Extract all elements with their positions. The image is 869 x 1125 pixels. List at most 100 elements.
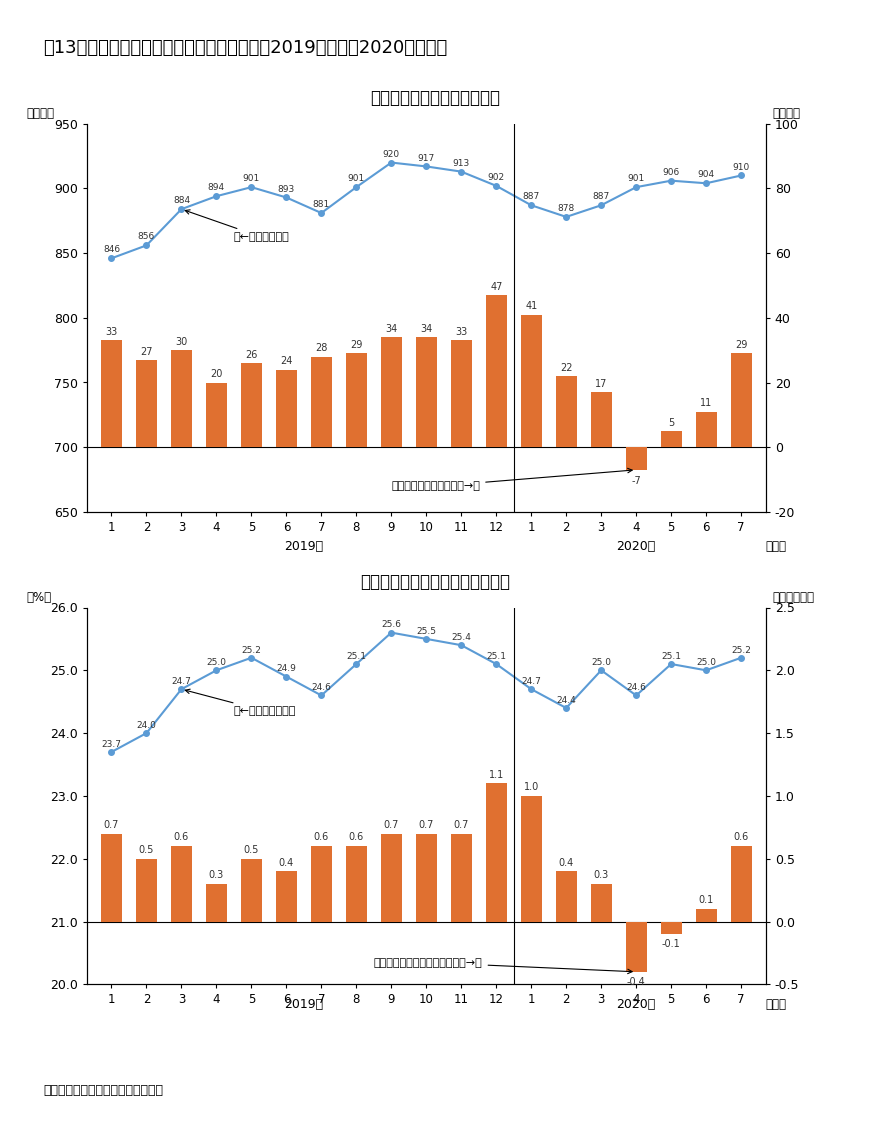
Text: 0.7: 0.7 [383,820,399,830]
Bar [101,341,122,447]
Bar [521,315,541,447]
Text: （万人）: （万人） [26,107,54,120]
Text: 881: 881 [312,200,329,209]
Text: 24.6: 24.6 [311,683,331,692]
Bar [170,350,192,447]
Text: 25.4: 25.4 [451,633,471,642]
Bar [485,783,506,921]
Text: 33: 33 [105,327,117,338]
Text: 0.4: 0.4 [558,857,574,867]
Text: （万人）: （万人） [772,107,799,120]
Text: 30: 30 [176,336,188,346]
Text: 34: 34 [385,324,397,334]
Text: 11: 11 [700,398,712,408]
Text: 33: 33 [454,327,467,338]
Bar [346,353,367,447]
Bar [101,834,122,921]
Bar [310,357,331,447]
Text: 34: 34 [420,324,432,334]
Text: 0.6: 0.6 [733,832,748,843]
Text: 856: 856 [137,233,155,242]
Bar [381,338,401,447]
Text: 就業率及び対前年同月ポイント差: 就業率及び対前年同月ポイント差 [360,573,509,591]
Text: 2020年: 2020年 [616,998,655,1011]
Bar [695,909,716,921]
Bar [555,376,576,447]
Text: 902: 902 [488,173,504,182]
Bar [555,871,576,921]
Bar [275,369,296,447]
Bar [521,796,541,921]
Text: 910: 910 [732,163,749,172]
Bar [450,834,471,921]
Text: （%）: （%） [26,591,51,604]
Text: 47: 47 [489,282,502,291]
Bar [450,341,471,447]
Text: -0.4: -0.4 [626,976,645,987]
Text: 901: 901 [242,174,260,183]
Text: 29: 29 [349,340,362,350]
Text: 17: 17 [594,379,607,389]
Text: 26: 26 [245,350,257,360]
Bar [241,858,262,921]
Text: 913: 913 [452,159,469,168]
Text: 20: 20 [210,369,222,379]
Bar [381,834,401,921]
Bar [730,846,751,921]
Text: 0.6: 0.6 [314,832,328,843]
Text: 25.0: 25.0 [206,658,226,667]
Bar [415,338,436,447]
Text: 846: 846 [103,245,120,254]
Text: （月）: （月） [765,998,786,1011]
Bar [485,295,506,447]
Bar [415,834,436,921]
Text: 24.0: 24.0 [136,721,156,730]
Text: 0.1: 0.1 [698,896,713,906]
Bar [730,353,751,447]
Bar [136,360,156,447]
Text: 887: 887 [522,192,540,201]
Text: 27: 27 [140,346,153,357]
Text: 25.0: 25.0 [591,658,611,667]
Bar [660,431,681,447]
Text: 24.7: 24.7 [171,677,191,686]
Text: 0.7: 0.7 [103,820,119,830]
Bar [170,846,192,921]
Text: -0.1: -0.1 [661,939,680,950]
Bar [625,921,646,972]
Bar [206,382,227,447]
Text: 25.1: 25.1 [660,651,680,660]
Text: 24: 24 [280,357,292,367]
Text: 資料：「労働力調査」（基本集計）: 資料：「労働力調査」（基本集計） [43,1083,163,1097]
Text: 901: 901 [348,174,365,183]
Text: 2019年: 2019年 [284,998,323,1011]
Text: 24.9: 24.9 [276,665,296,674]
Bar [625,447,646,470]
Bar [241,363,262,447]
Text: 920: 920 [382,150,400,159]
Text: 0.7: 0.7 [418,820,434,830]
Text: 29: 29 [734,340,746,350]
Text: 図13　高齢者の就業者数及び就業率の推移（2019年１月～2020年７月）: 図13 高齢者の就業者数及び就業率の推移（2019年１月～2020年７月） [43,39,448,57]
Text: 25.5: 25.5 [416,627,435,636]
Text: 22: 22 [560,362,572,372]
Text: 25.2: 25.2 [730,646,750,655]
Text: 0.3: 0.3 [209,870,224,880]
Text: 917: 917 [417,153,434,162]
Text: 23.7: 23.7 [102,740,122,749]
Text: （ポイント）: （ポイント） [772,591,813,604]
Text: 1.0: 1.0 [523,782,538,792]
Text: 887: 887 [592,192,609,201]
Bar [590,393,611,447]
Text: 就業者数及び対前年同月増減: 就業者数及び対前年同月増減 [369,89,500,107]
Text: 28: 28 [315,343,327,353]
Text: 25.0: 25.0 [695,658,715,667]
Text: 0.4: 0.4 [278,857,294,867]
Text: 1.1: 1.1 [488,770,503,780]
Text: 24.4: 24.4 [555,696,575,705]
Bar [590,884,611,921]
Bar [206,884,227,921]
Bar [346,846,367,921]
Text: 0.5: 0.5 [243,845,259,855]
Text: 41: 41 [525,302,537,312]
